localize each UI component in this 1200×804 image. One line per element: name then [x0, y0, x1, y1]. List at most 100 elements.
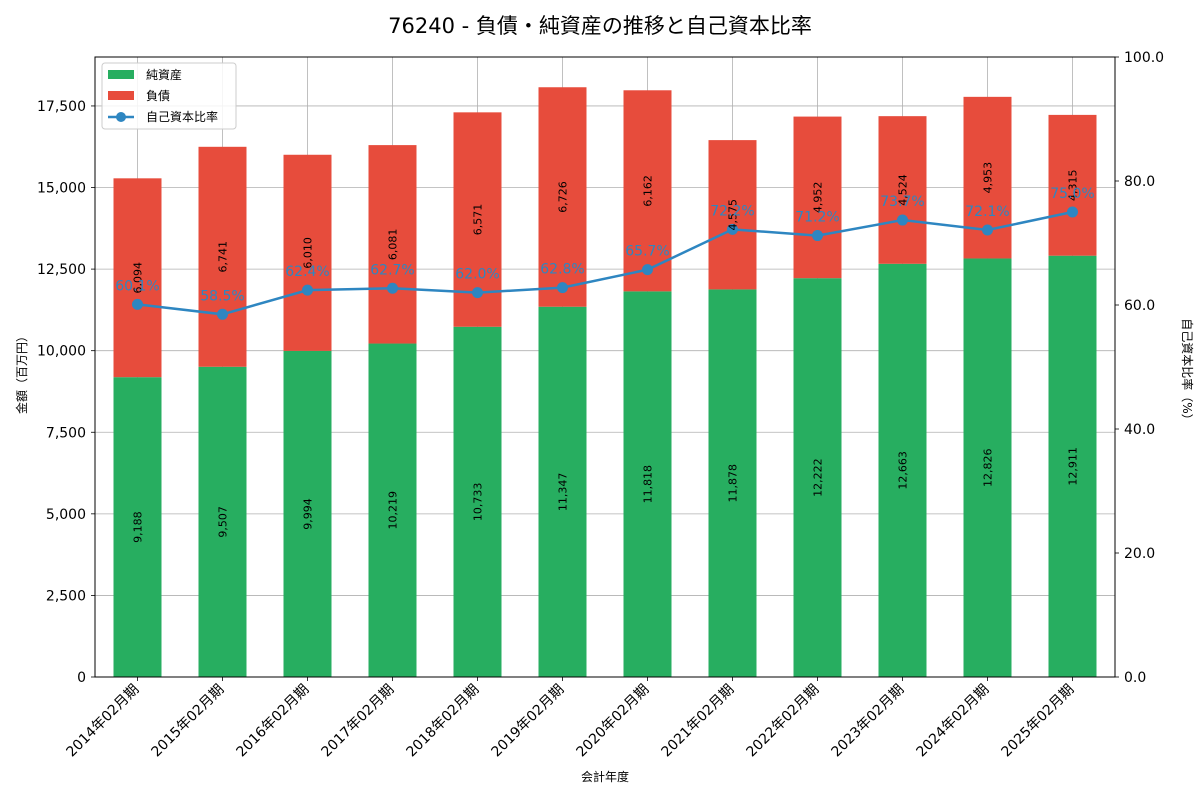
x-tick-label: 2020年02月期: [574, 682, 653, 761]
y-right-tick-label: 40.0: [1124, 422, 1155, 438]
bar-label-liabilities: 6,081: [387, 229, 400, 261]
equity-ratio-marker: [217, 308, 228, 320]
y-axis-right-label: 自己資本比率（%）: [1180, 318, 1195, 425]
y-right-tick-label: 100.0: [1124, 50, 1164, 66]
y-right-tick-label: 0.0: [1124, 670, 1146, 686]
bar-net-assets: [283, 350, 332, 677]
bar-label-liabilities: 6,726: [557, 181, 570, 213]
bar-liabilities: [538, 87, 587, 307]
legend-frame: [101, 62, 237, 130]
y-left-tick-label: 15,000: [37, 181, 86, 197]
bar-label-net-assets: 10,733: [472, 483, 485, 522]
equity-ratio-label: 58.5%: [200, 288, 244, 304]
bar-net-assets: [368, 343, 417, 677]
bar-net-assets: [113, 377, 162, 677]
x-tick-label: 2016年02月期: [234, 682, 313, 761]
equity-ratio-marker: [982, 224, 993, 236]
equity-ratio-label: 62.7%: [370, 262, 414, 278]
x-tick-label: 2017年02月期: [319, 682, 398, 761]
x-tick-label: 2015年02月期: [149, 682, 228, 761]
bar-label-liabilities: 6,010: [302, 237, 315, 268]
equity-ratio-label: 72.2%: [710, 203, 754, 219]
bar-label-net-assets: 12,663: [897, 451, 910, 490]
bar-label-liabilities: 6,571: [472, 204, 485, 236]
bar-net-assets: [453, 326, 502, 677]
bar-label-liabilities: 4,952: [812, 182, 825, 214]
legend-swatch-net-assets: [108, 70, 134, 79]
x-axis-label: 会計年度: [581, 769, 629, 784]
bar-liabilities: [878, 116, 927, 264]
equity-ratio-label: 62.0%: [455, 267, 499, 283]
chart-title: 76240 - 負債・純資産の推移と自己資本比率: [388, 14, 812, 38]
equity-ratio-marker: [1067, 206, 1078, 218]
bar-label-liabilities: 6,162: [642, 175, 655, 207]
grid-layer: [95, 57, 1115, 678]
legend-marker-equity-ratio: [116, 112, 126, 122]
bar-net-assets: [538, 306, 587, 677]
bar-liabilities: [708, 140, 757, 290]
legend-label-net-assets: 純資産: [146, 67, 182, 82]
equity-ratio-marker: [897, 214, 908, 226]
y-right-tick-label: 80.0: [1124, 174, 1155, 190]
equity-ratio-label: 71.2%: [795, 210, 839, 226]
legend: 純資産 負債 自己資本比率: [101, 62, 237, 130]
bar-net-assets: [198, 366, 247, 677]
bar-label-liabilities: 6,094: [132, 262, 145, 294]
bar-liabilities: [623, 90, 672, 292]
x-tick-label: 2023年02月期: [829, 682, 908, 761]
x-tick-label: 2025年02月期: [999, 682, 1078, 761]
bar-label-liabilities: 4,524: [897, 174, 910, 206]
equity-ratio-marker: [812, 230, 823, 242]
line-layer: [132, 206, 1078, 320]
bar-label-net-assets: 12,826: [982, 448, 995, 487]
equity-ratio-label: 60.1%: [115, 278, 159, 294]
bar-net-assets: [878, 263, 927, 677]
y-left-tick-label: 10,000: [37, 344, 86, 360]
x-tick-label: 2024年02月期: [914, 682, 993, 761]
bar-label-net-assets: 11,347: [557, 473, 570, 512]
bar-net-assets: [708, 289, 757, 677]
x-tick-label: 2019年02月期: [489, 682, 568, 761]
equity-ratio-label: 65.7%: [625, 244, 669, 260]
bar-layer: [113, 87, 1097, 678]
equity-ratio-label: 62.4%: [285, 264, 329, 280]
label-layer: 9,188 6,094 9,507 6,741 9,994 6,010 10,219 6,08…: [115, 162, 1094, 543]
equity-ratio-marker: [557, 282, 568, 294]
equity-ratio-line: [137, 210, 1073, 316]
bar-label-net-assets: 11,818: [642, 465, 655, 504]
equity-ratio-marker: [642, 264, 653, 276]
bar-label-net-assets: 11,878: [727, 464, 740, 503]
bar-label-liabilities: 4,315: [1067, 170, 1080, 202]
bar-net-assets: [623, 291, 672, 677]
bar-liabilities: [368, 145, 417, 344]
y-right-tick-label: 60.0: [1124, 298, 1155, 314]
y-right-tick-label: 20.0: [1124, 546, 1155, 562]
y-left-tick-label: 12,500: [37, 262, 86, 278]
legend-swatch-liabilities: [108, 91, 134, 100]
equity-ratio-marker: [302, 284, 313, 296]
bar-liabilities: [283, 154, 332, 351]
bar-label-liabilities: 4,953: [982, 162, 995, 194]
bar-label-net-assets: 9,507: [217, 506, 230, 538]
equity-ratio-label: 62.8%: [540, 262, 584, 278]
equity-ratio-marker: [132, 298, 143, 310]
equity-ratio-marker: [727, 223, 738, 235]
bar-net-assets: [793, 278, 842, 677]
equity-ratio-label: 72.1%: [965, 204, 1009, 220]
equity-ratio-label: 75.0%: [1050, 186, 1094, 202]
bar-label-net-assets: 10,219: [387, 491, 400, 529]
x-tick-label: 2018年02月期: [404, 682, 483, 761]
bar-liabilities: [198, 146, 247, 367]
y-left-tick-label: 5,000: [46, 507, 86, 523]
y-left-tick-label: 7,500: [46, 425, 86, 441]
x-tick-label: 2021年02月期: [659, 682, 738, 761]
bar-label-net-assets: 9,994: [302, 498, 315, 530]
bar-label-liabilities: 4,575: [727, 199, 740, 231]
bar-liabilities: [113, 178, 162, 378]
bar-label-net-assets: 12,222: [812, 458, 825, 497]
equity-ratio-marker: [472, 287, 483, 299]
bar-liabilities: [1048, 114, 1097, 256]
bar-label-net-assets: 9,188: [132, 511, 145, 543]
